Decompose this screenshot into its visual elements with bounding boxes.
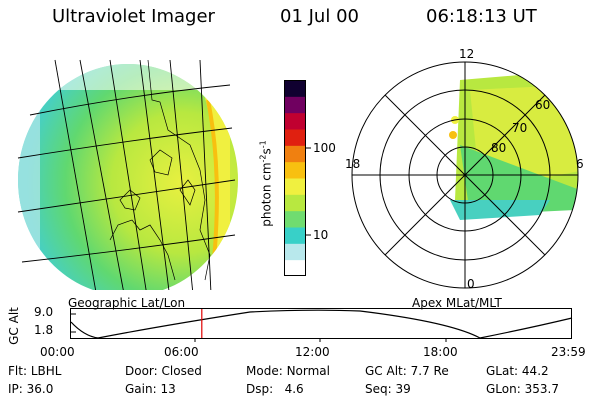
geographic-emission (18, 64, 238, 290)
colorbar-stripe (284, 178, 306, 195)
altitude-plot (70, 308, 573, 342)
mlt-label-0: 0 (467, 277, 475, 291)
colorbar-ticks (305, 147, 311, 236)
mlat-label-80: 80 (491, 141, 507, 155)
alt-xtick-1800: 18:00 (423, 345, 458, 359)
status-gc-alt: GC Alt: 7.7 Re (365, 364, 449, 378)
colorbar-stripe (284, 129, 306, 146)
mlat-label-70: 70 (512, 121, 528, 135)
colorbar-stripe (284, 194, 306, 212)
polar-grid (351, 61, 579, 289)
colorbar-stripe (284, 161, 306, 179)
status-ip: IP: 36.0 (8, 382, 54, 396)
status-seq: Seq: 39 (365, 382, 411, 396)
image-date: 01 Jul 00 (280, 6, 359, 27)
polar-caption: Apex MLat/MLT (412, 296, 502, 310)
alt-xtick-2359: 23:59 (551, 345, 586, 359)
colorbar-stripe (284, 227, 306, 244)
colorbar-unit-label: photon cm-2s-1 (258, 140, 274, 227)
geographic-caption: Geographic Lat/Lon (68, 296, 186, 310)
polar-plot[interactable] (340, 50, 590, 300)
alt-ylabel: GC Alt (7, 307, 21, 345)
mlt-label-12: 12 (459, 47, 475, 61)
lat-lon-grid (17, 59, 236, 290)
alt-ytick-1-8: 1.8 (34, 323, 54, 337)
alt-xtick-1200: 12:00 (295, 345, 330, 359)
colorbar-stripe (284, 80, 306, 97)
mlt-label-6: 6 (576, 157, 584, 171)
imager-title: Ultraviolet Imager (52, 6, 215, 27)
coastlines (109, 59, 211, 281)
colorbar-tick-10: 10 (313, 228, 329, 242)
geographic-image[interactable] (0, 40, 260, 290)
status-door: Door: Closed (125, 364, 202, 378)
status-filter: Flt: LBHL (8, 364, 62, 378)
status-mode: Mode: Normal (246, 364, 330, 378)
alt-xtick-0000: 00:00 (40, 345, 75, 359)
colorbar-stripe (284, 145, 306, 163)
colorbar-stripe (284, 210, 306, 228)
image-time: 06:18:13 UT (426, 6, 537, 27)
status-gain: Gain: 13 (125, 382, 176, 396)
colorbar-stripe (284, 259, 306, 276)
status-glat: GLat: 44.2 (486, 364, 549, 378)
colorbar (284, 80, 306, 276)
status-glon: GLon: 353.7 (486, 382, 559, 396)
colorbar-stripe (284, 112, 306, 130)
polar-emission (449, 70, 578, 220)
alt-xtick-0600: 06:00 (164, 345, 199, 359)
colorbar-stripe (284, 96, 306, 114)
colorbar-tick-100: 100 (313, 141, 336, 155)
alt-ytick-9: 9.0 (34, 305, 54, 319)
mlt-label-18: 18 (345, 157, 361, 171)
status-dsp: Dsp: 4.6 (246, 382, 304, 396)
altitude-curve (70, 309, 573, 339)
mlat-label-60: 60 (535, 98, 551, 112)
colorbar-stripe (284, 243, 306, 261)
